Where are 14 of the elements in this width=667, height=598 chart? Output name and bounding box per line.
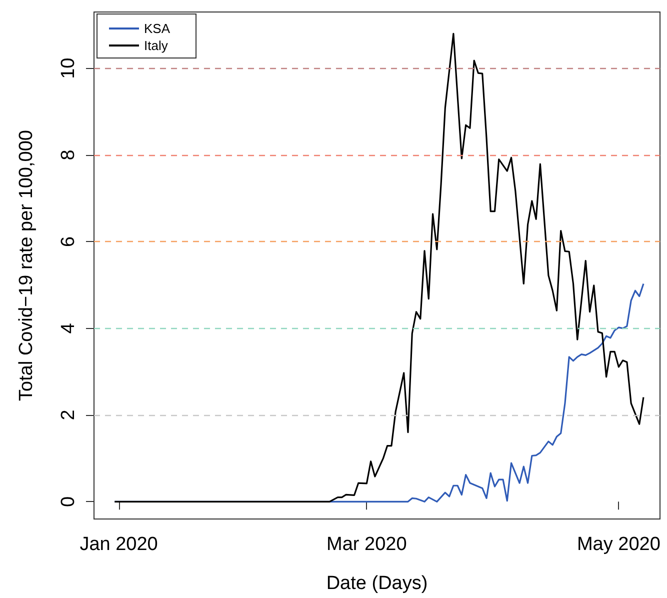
x-tick-label: Jan 2020 — [80, 534, 158, 555]
line-series — [114, 32, 644, 502]
x-tick-label: May 2020 — [576, 534, 660, 555]
y-tick-label: 2 — [58, 410, 79, 420]
y-tick-label: 0 — [58, 496, 79, 507]
y-tick-label: 8 — [58, 150, 79, 160]
y-tick-label: 6 — [58, 236, 79, 247]
legend-label: Italy — [144, 38, 168, 53]
y-tick-label: 4 — [58, 322, 79, 334]
legend-label: KSA — [144, 21, 170, 36]
x-tick-label: Mar 2020 — [326, 534, 407, 555]
x-axis-title: Date (Days) — [326, 573, 428, 594]
y-tick-label: 10 — [58, 58, 79, 79]
y-axis-title: Total Covid−19 rate per 100,000 — [16, 130, 37, 401]
